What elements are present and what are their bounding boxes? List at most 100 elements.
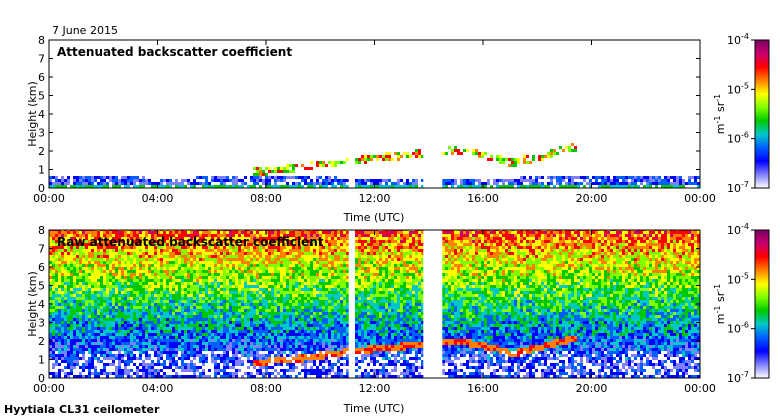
heatmap-cell [112, 357, 115, 360]
heatmap-cell [664, 179, 667, 182]
heatmap-cell [139, 309, 142, 312]
heatmap-cell [280, 375, 283, 378]
heatmap-cell [148, 246, 151, 249]
heatmap-cell [73, 309, 76, 312]
heatmap-cell [118, 312, 121, 315]
heatmap-cell [64, 315, 67, 318]
heatmap-cell [97, 318, 100, 321]
heatmap-cell [241, 372, 244, 375]
heatmap-cell [136, 291, 139, 294]
heatmap-cell [280, 351, 283, 354]
heatmap-cell [211, 372, 214, 375]
heatmap-cell [79, 261, 82, 264]
heatmap-cell [199, 321, 202, 324]
heatmap-cell [205, 252, 208, 255]
heatmap-cell [259, 375, 262, 378]
heatmap-cell [214, 291, 217, 294]
heatmap-cell [232, 273, 235, 276]
heatmap-cell [232, 369, 235, 372]
heatmap-cell [85, 309, 88, 312]
heatmap-cell [283, 366, 286, 369]
heatmap-cell [151, 309, 154, 312]
heatmap-cell [265, 369, 268, 372]
heatmap-cell [139, 240, 142, 243]
heatmap-cell [643, 185, 646, 188]
heatmap-cell [505, 158, 508, 161]
heatmap-cell [544, 155, 547, 158]
heatmap-cell [118, 348, 121, 351]
heatmap-cell [241, 264, 244, 267]
heatmap-cell [238, 360, 241, 363]
heatmap-cell [100, 318, 103, 321]
heatmap-cell [91, 303, 94, 306]
heatmap-cell [127, 330, 130, 333]
heatmap-cell [331, 164, 334, 167]
heatmap-cell [562, 185, 565, 188]
heatmap-cell [406, 179, 409, 182]
heatmap-cell [265, 321, 268, 324]
heatmap-cell [109, 327, 112, 330]
heatmap-cell [127, 354, 130, 357]
heatmap-cell [124, 279, 127, 282]
heatmap-cell [121, 315, 124, 318]
heatmap-cell [265, 330, 268, 333]
heatmap-cell [193, 306, 196, 309]
heatmap-cell [202, 321, 205, 324]
heatmap-cell [175, 279, 178, 282]
heatmap-cell [202, 333, 205, 336]
heatmap-cell [148, 324, 151, 327]
heatmap-cell [277, 348, 280, 351]
heatmap-cell [157, 288, 160, 291]
heatmap-cell [217, 315, 220, 318]
heatmap-cell [208, 231, 211, 234]
heatmap-cell [94, 249, 97, 252]
heatmap-cell [181, 264, 184, 267]
heatmap-cell [247, 327, 250, 330]
heatmap-cell [175, 258, 178, 261]
heatmap-cell [103, 348, 106, 351]
heatmap-cell [529, 182, 532, 185]
heatmap-cell [544, 152, 547, 155]
heatmap-cell [616, 185, 619, 188]
heatmap-cell [58, 264, 61, 267]
heatmap-cell [211, 282, 214, 285]
heatmap-cell [136, 285, 139, 288]
heatmap-cell [97, 258, 100, 261]
heatmap-cell [196, 237, 199, 240]
heatmap-cell [211, 327, 214, 330]
heatmap-cell [637, 176, 640, 179]
heatmap-cell [526, 158, 529, 161]
heatmap-cell [259, 315, 262, 318]
heatmap-cell [130, 261, 133, 264]
heatmap-cell [232, 291, 235, 294]
heatmap-cell [211, 243, 214, 246]
heatmap-cell [160, 363, 163, 366]
heatmap-cell [97, 309, 100, 312]
heatmap-cell [190, 240, 193, 243]
heatmap-cell [73, 255, 76, 258]
heatmap-cell [103, 234, 106, 237]
heatmap-cell [256, 237, 259, 240]
heatmap-cell [82, 351, 85, 354]
heatmap-cell [256, 258, 259, 261]
heatmap-cell [244, 366, 247, 369]
heatmap-cell [88, 354, 91, 357]
heatmap-cell [163, 366, 166, 369]
heatmap-cell [328, 185, 331, 188]
heatmap-cell [76, 258, 79, 261]
heatmap-cell [79, 285, 82, 288]
heatmap-cell [103, 315, 106, 318]
heatmap-cell [151, 321, 154, 324]
heatmap-cell [136, 303, 139, 306]
heatmap-cell [58, 185, 61, 188]
heatmap-cell [199, 246, 202, 249]
heatmap-cell [634, 182, 637, 185]
heatmap-cell [346, 185, 349, 188]
heatmap-cell [220, 309, 223, 312]
x-tick-label: 16:00 [467, 192, 499, 205]
heatmap-cell [481, 179, 484, 182]
heatmap-cell [253, 339, 256, 342]
heatmap-cell [220, 246, 223, 249]
heatmap-cell [175, 375, 178, 378]
heatmap-cell [145, 264, 148, 267]
